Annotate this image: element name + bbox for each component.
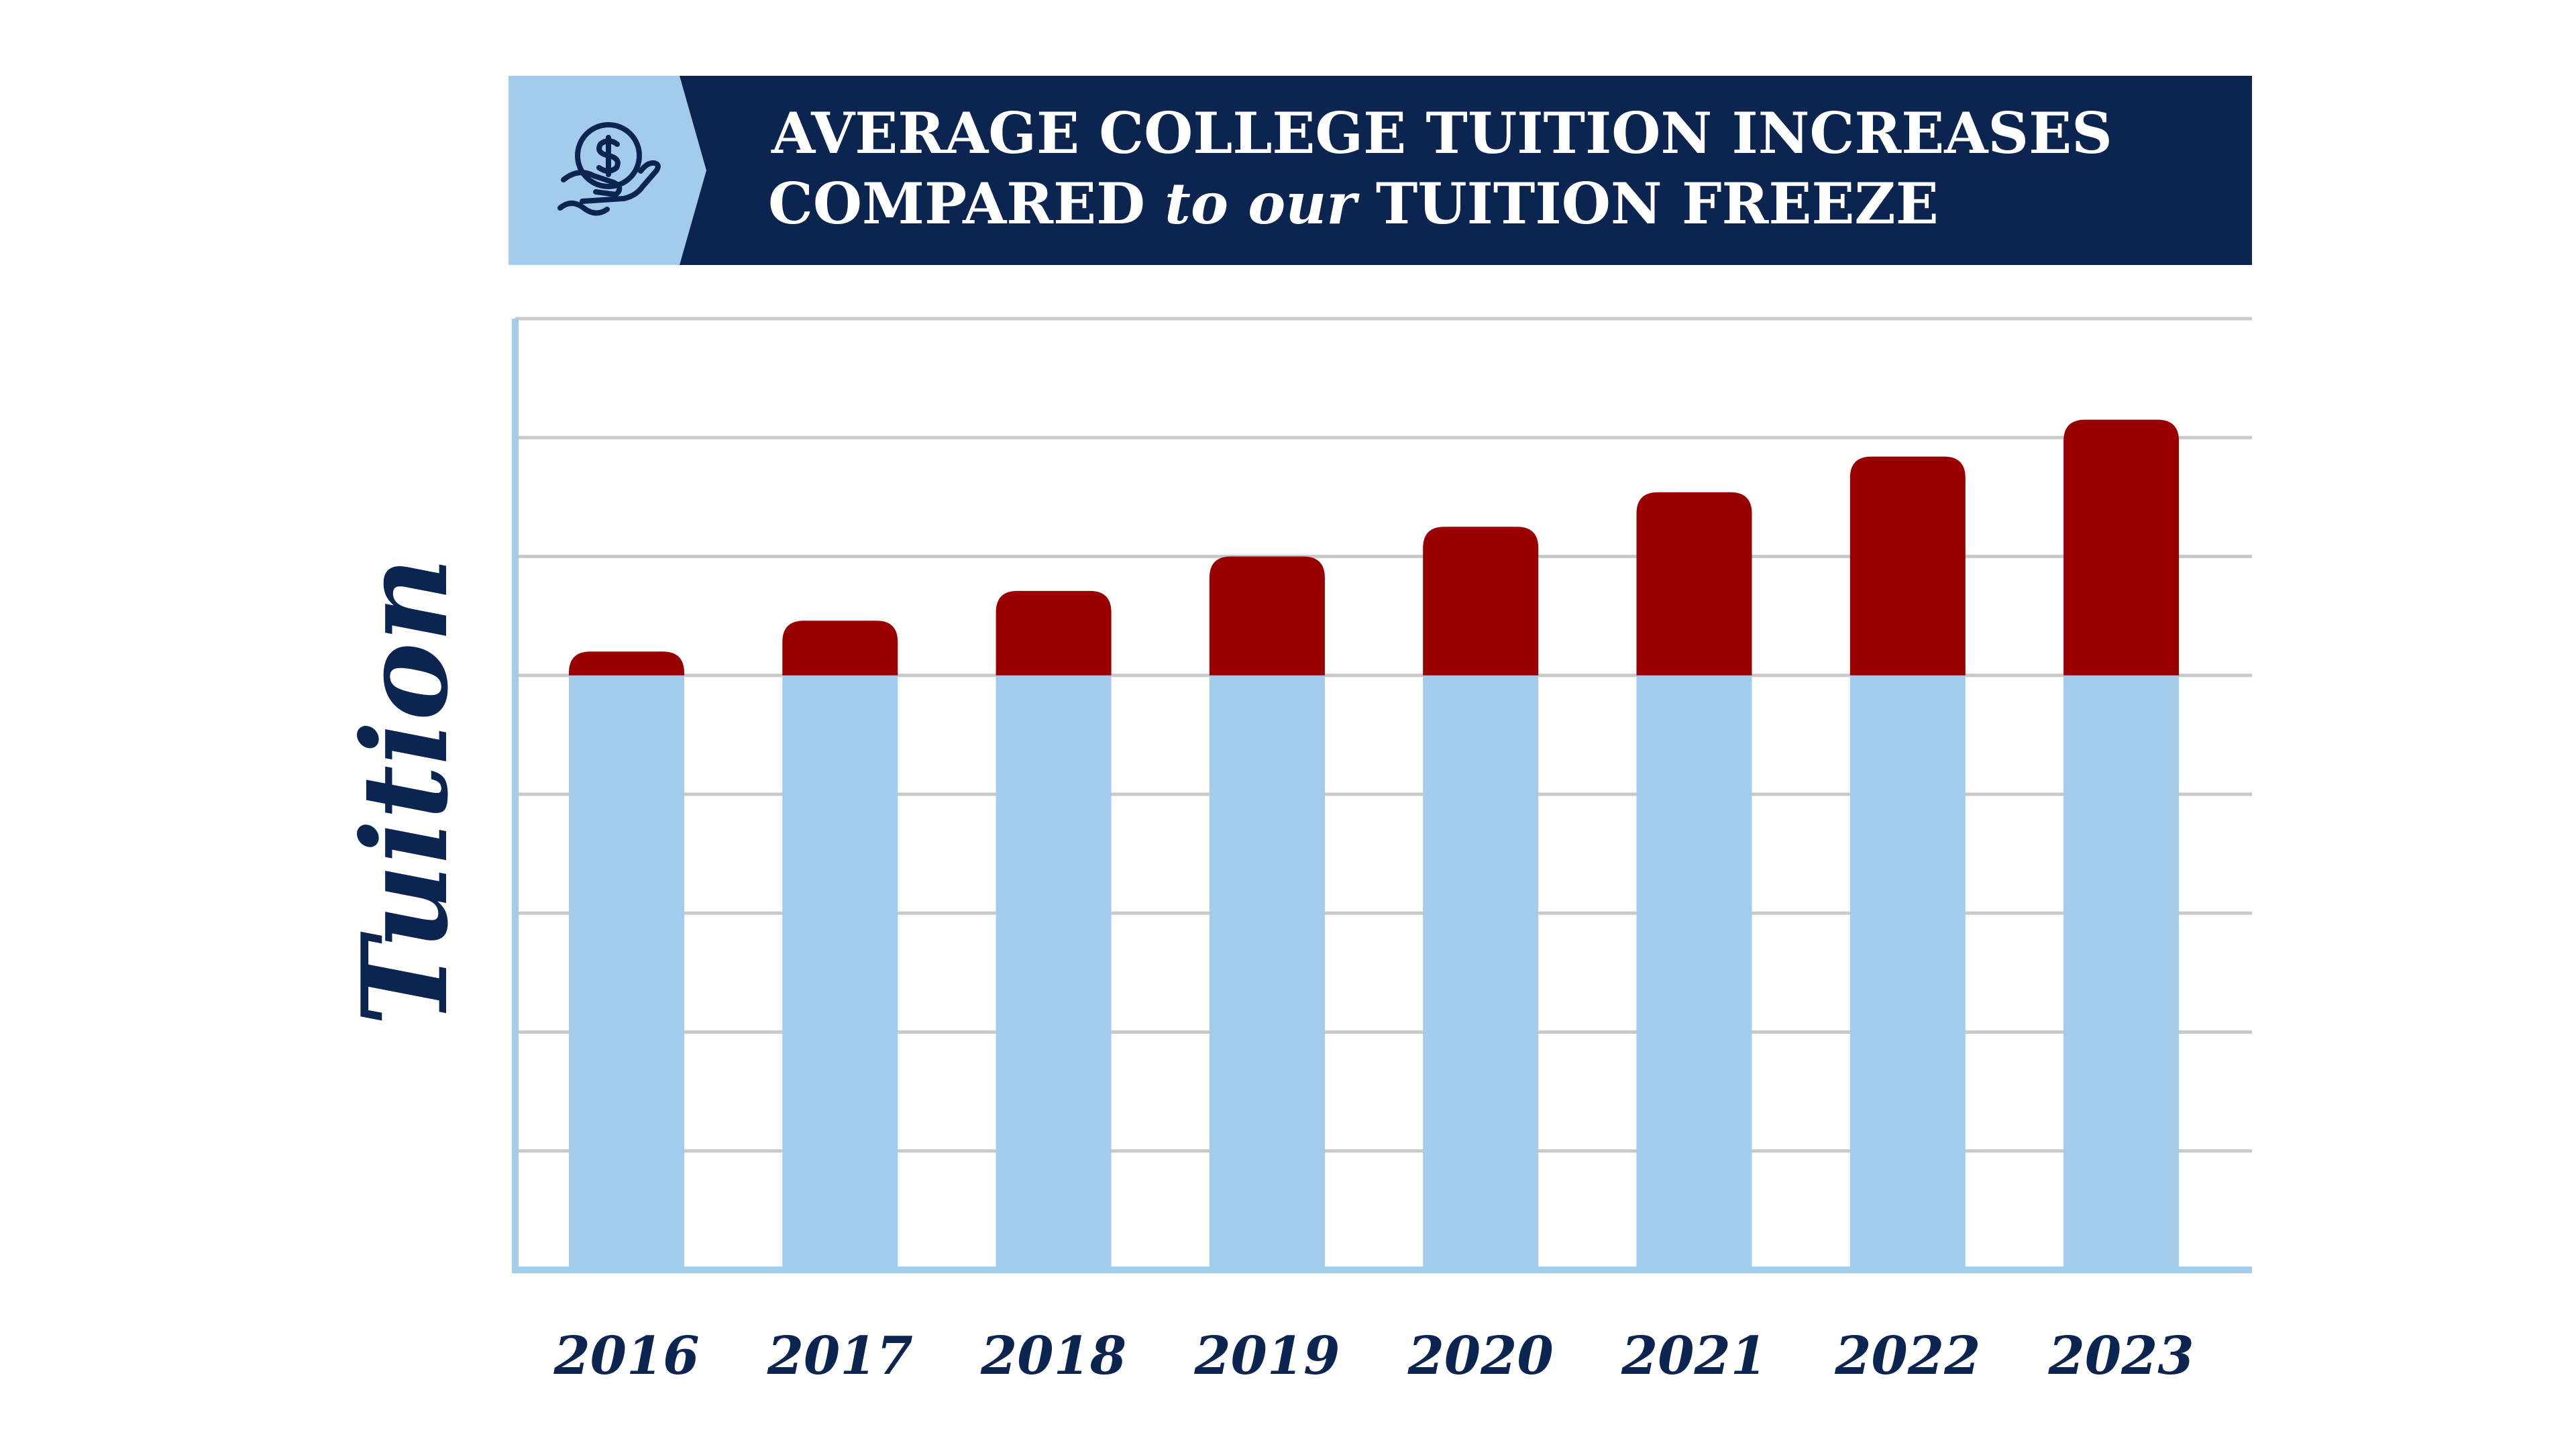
title-banner: AVERAGE COLLEGE TUITION INCREASES COMPAR… (508, 76, 2252, 265)
grid-lines (515, 317, 2252, 1153)
bar-frozen-2022 (1849, 675, 1966, 1270)
x-tick-label-2019: 2019 (1193, 1326, 1340, 1387)
hand-holding-dollar-icon (557, 122, 661, 216)
x-tick-label-2023: 2023 (2048, 1326, 2194, 1387)
chart-title-line1: AVERAGE COLLEGE TUITION INCREASES (771, 100, 2112, 166)
x-tick-labels: 2016 2017 2018 2019 2020 2021 2022 2023 (553, 1326, 2194, 1387)
bar-frozen-2016 (569, 675, 684, 1270)
bar-increase-2021 (1636, 492, 1752, 676)
chart-title-line2: COMPARED to our TUITION FREEZE (768, 170, 1939, 237)
x-tick-label-2018: 2018 (980, 1326, 1126, 1387)
title-line2-pre: COMPARED (768, 170, 1165, 237)
bar-increase-2019 (1209, 556, 1325, 676)
title-line2-italic: to our (1165, 170, 1360, 237)
x-tick-label-2021: 2021 (1621, 1326, 1767, 1387)
bar-frozen-2017 (782, 675, 898, 1270)
bars (569, 419, 2180, 1270)
x-tick-label-2020: 2020 (1407, 1326, 1554, 1387)
bar-increase-2023 (2063, 419, 2180, 676)
bar-frozen-2019 (1209, 675, 1325, 1270)
x-tick-label-2017: 2017 (767, 1326, 913, 1387)
x-tick-label-2022: 2022 (1834, 1326, 1980, 1387)
bar-increase-2022 (1849, 456, 1966, 676)
bar-frozen-2023 (2063, 675, 2180, 1270)
title-line2-post: TUITION FREEZE (1356, 170, 1939, 237)
axes (512, 319, 2252, 1273)
bar-frozen-2018 (996, 675, 1112, 1270)
x-tick-label-2016: 2016 (553, 1326, 699, 1387)
bar-frozen-2020 (1423, 675, 1539, 1270)
bar-increase-2018 (996, 590, 1112, 676)
bar-increase-2020 (1423, 527, 1539, 676)
y-axis-label: Tuition (337, 557, 474, 1026)
bar-frozen-2021 (1636, 675, 1752, 1270)
bar-increase-2017 (782, 621, 898, 676)
banner-dark-panel (680, 76, 2252, 265)
bar-increase-2016 (569, 651, 684, 676)
